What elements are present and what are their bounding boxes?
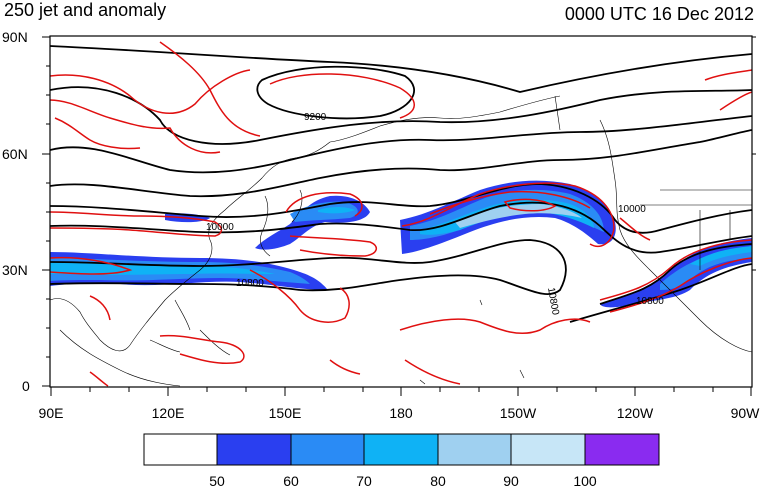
contour-label: 10800 [236, 278, 264, 289]
contour-label: 10800 [545, 287, 561, 317]
colorbar-box [584, 433, 660, 466]
colorbar-box [437, 433, 512, 466]
contour-label: 10800 [636, 296, 664, 307]
jet-speed-shading [50, 180, 752, 308]
lon-tick-label: 180 [389, 405, 413, 421]
colorbar-label: 50 [209, 473, 225, 488]
map-title: 250 jet and anomaly [4, 0, 167, 20]
colorbar-label: 80 [430, 473, 446, 488]
colorbar-label: 100 [573, 473, 597, 488]
lon-tick-label: 90E [39, 405, 64, 421]
lon-tick-label: 150E [269, 405, 302, 421]
colorbar-box [290, 433, 365, 466]
anomaly-contours [50, 41, 752, 387]
contour-label: 9200 [304, 112, 327, 123]
lon-tick-label: 150W [500, 405, 537, 421]
lon-tick-label: 120W [617, 405, 654, 421]
lon-tick-label: 90W [731, 405, 761, 421]
colorbar-label: 90 [503, 473, 519, 488]
contour-label: 10000 [206, 222, 234, 233]
lon-tick-label: 120E [152, 405, 185, 421]
colorbar-box [216, 433, 292, 466]
colorbar-label: 60 [283, 473, 299, 488]
contour-label: 10000 [618, 204, 646, 215]
height-contours [50, 45, 752, 323]
colorbar-box [363, 433, 439, 466]
colorbar: 50 60 70 80 90 100 [143, 433, 660, 488]
map-timestamp: 0000 UTC 16 Dec 2012 [564, 4, 754, 24]
longitude-axis: 90E 120E 150E 180 150W 120W 90W [39, 387, 761, 421]
lat-tick-label: 0 [22, 378, 30, 394]
colorbar-label: 70 [356, 473, 372, 488]
latitude-axis: 90N 60N 30N 0 [2, 29, 756, 394]
lat-tick-label: 90N [2, 29, 28, 45]
colorbar-box [143, 433, 218, 466]
coastlines [50, 95, 752, 387]
lat-tick-label: 60N [2, 146, 28, 162]
contour-labels: 9200 10000 10800 10800 10800 10000 [206, 112, 664, 316]
colorbar-box [510, 433, 586, 466]
lat-tick-label: 30N [2, 262, 28, 278]
